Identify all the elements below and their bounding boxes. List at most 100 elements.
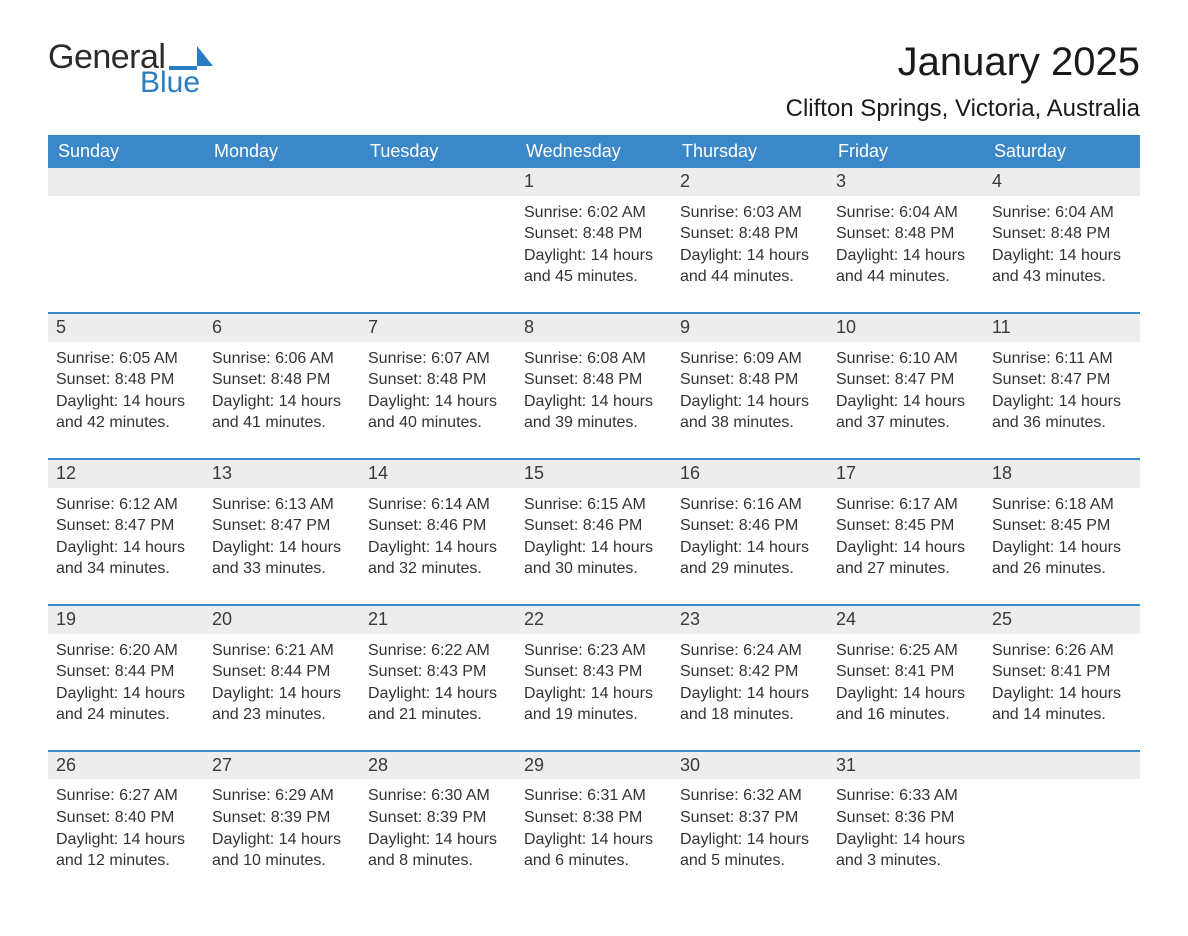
location-subtitle: Clifton Springs, Victoria, Australia	[786, 95, 1140, 123]
day-number: 24	[828, 606, 984, 634]
day-number: 27	[204, 752, 360, 780]
sunset-text: Sunset: 8:48 PM	[524, 223, 664, 245]
day2-text: and 3 minutes.	[836, 850, 976, 872]
day-details: Sunrise: 6:31 AMSunset: 8:38 PMDaylight:…	[516, 779, 672, 871]
sunrise-text: Sunrise: 6:29 AM	[212, 785, 352, 807]
sunset-text: Sunset: 8:42 PM	[680, 661, 820, 683]
sunrise-text: Sunrise: 6:12 AM	[56, 494, 196, 516]
sunset-text: Sunset: 8:48 PM	[56, 369, 196, 391]
sunset-text: Sunset: 8:39 PM	[368, 807, 508, 829]
sunrise-text: Sunrise: 6:30 AM	[368, 785, 508, 807]
day2-text: and 32 minutes.	[368, 558, 508, 580]
day-number: 2	[672, 168, 828, 196]
day1-text: Daylight: 14 hours	[524, 829, 664, 851]
day-number: 18	[984, 460, 1140, 488]
calendar-day-cell: 14Sunrise: 6:14 AMSunset: 8:46 PMDayligh…	[360, 459, 516, 605]
sunset-text: Sunset: 8:45 PM	[992, 515, 1132, 537]
day-number: 14	[360, 460, 516, 488]
calendar-day-cell	[204, 168, 360, 313]
day-details: Sunrise: 6:16 AMSunset: 8:46 PMDaylight:…	[672, 488, 828, 580]
calendar-day-cell: 22Sunrise: 6:23 AMSunset: 8:43 PMDayligh…	[516, 605, 672, 751]
day-details: Sunrise: 6:11 AMSunset: 8:47 PMDaylight:…	[984, 342, 1140, 434]
day1-text: Daylight: 14 hours	[680, 245, 820, 267]
sunset-text: Sunset: 8:40 PM	[56, 807, 196, 829]
calendar-day-cell: 15Sunrise: 6:15 AMSunset: 8:46 PMDayligh…	[516, 459, 672, 605]
sunrise-text: Sunrise: 6:14 AM	[368, 494, 508, 516]
day-number: 26	[48, 752, 204, 780]
day-number: 9	[672, 314, 828, 342]
calendar-week-row: 5Sunrise: 6:05 AMSunset: 8:48 PMDaylight…	[48, 313, 1140, 459]
day-number: 30	[672, 752, 828, 780]
day2-text: and 33 minutes.	[212, 558, 352, 580]
sunrise-text: Sunrise: 6:08 AM	[524, 348, 664, 370]
sunrise-text: Sunrise: 6:25 AM	[836, 640, 976, 662]
day-details: Sunrise: 6:24 AMSunset: 8:42 PMDaylight:…	[672, 634, 828, 726]
sunset-text: Sunset: 8:48 PM	[992, 223, 1132, 245]
weekday-header: Wednesday	[516, 135, 672, 168]
sunset-text: Sunset: 8:44 PM	[212, 661, 352, 683]
day-number: 19	[48, 606, 204, 634]
sunset-text: Sunset: 8:36 PM	[836, 807, 976, 829]
sunset-text: Sunset: 8:44 PM	[56, 661, 196, 683]
day-details: Sunrise: 6:07 AMSunset: 8:48 PMDaylight:…	[360, 342, 516, 434]
day2-text: and 26 minutes.	[992, 558, 1132, 580]
sunset-text: Sunset: 8:41 PM	[836, 661, 976, 683]
day1-text: Daylight: 14 hours	[836, 683, 976, 705]
day-number: 3	[828, 168, 984, 196]
calendar-day-cell: 30Sunrise: 6:32 AMSunset: 8:37 PMDayligh…	[672, 751, 828, 896]
sunset-text: Sunset: 8:47 PM	[56, 515, 196, 537]
day-details: Sunrise: 6:05 AMSunset: 8:48 PMDaylight:…	[48, 342, 204, 434]
day-number: 25	[984, 606, 1140, 634]
day-number: 31	[828, 752, 984, 780]
day-details: Sunrise: 6:17 AMSunset: 8:45 PMDaylight:…	[828, 488, 984, 580]
calendar-day-cell: 26Sunrise: 6:27 AMSunset: 8:40 PMDayligh…	[48, 751, 204, 896]
day-number: 8	[516, 314, 672, 342]
calendar-day-cell	[984, 751, 1140, 896]
sunrise-text: Sunrise: 6:05 AM	[56, 348, 196, 370]
brand-logo: General Blue	[48, 40, 213, 98]
calendar-week-row: 19Sunrise: 6:20 AMSunset: 8:44 PMDayligh…	[48, 605, 1140, 751]
day2-text: and 38 minutes.	[680, 412, 820, 434]
sunset-text: Sunset: 8:47 PM	[992, 369, 1132, 391]
sunset-text: Sunset: 8:48 PM	[524, 369, 664, 391]
day-details: Sunrise: 6:21 AMSunset: 8:44 PMDaylight:…	[204, 634, 360, 726]
day1-text: Daylight: 14 hours	[368, 683, 508, 705]
day2-text: and 39 minutes.	[524, 412, 664, 434]
day-details: Sunrise: 6:04 AMSunset: 8:48 PMDaylight:…	[984, 196, 1140, 288]
day-details: Sunrise: 6:22 AMSunset: 8:43 PMDaylight:…	[360, 634, 516, 726]
day1-text: Daylight: 14 hours	[680, 829, 820, 851]
day1-text: Daylight: 14 hours	[836, 829, 976, 851]
day-details: Sunrise: 6:12 AMSunset: 8:47 PMDaylight:…	[48, 488, 204, 580]
day-number: 15	[516, 460, 672, 488]
weekday-header: Friday	[828, 135, 984, 168]
calendar-day-cell: 18Sunrise: 6:18 AMSunset: 8:45 PMDayligh…	[984, 459, 1140, 605]
day-number	[204, 168, 360, 196]
sunrise-text: Sunrise: 6:17 AM	[836, 494, 976, 516]
day-number	[360, 168, 516, 196]
calendar-day-cell: 23Sunrise: 6:24 AMSunset: 8:42 PMDayligh…	[672, 605, 828, 751]
calendar-day-cell: 16Sunrise: 6:16 AMSunset: 8:46 PMDayligh…	[672, 459, 828, 605]
weekday-header: Thursday	[672, 135, 828, 168]
day2-text: and 36 minutes.	[992, 412, 1132, 434]
sunrise-text: Sunrise: 6:02 AM	[524, 202, 664, 224]
day-number: 21	[360, 606, 516, 634]
sunrise-text: Sunrise: 6:31 AM	[524, 785, 664, 807]
day2-text: and 24 minutes.	[56, 704, 196, 726]
sunset-text: Sunset: 8:48 PM	[680, 369, 820, 391]
day-details: Sunrise: 6:14 AMSunset: 8:46 PMDaylight:…	[360, 488, 516, 580]
day-number: 11	[984, 314, 1140, 342]
calendar-day-cell	[48, 168, 204, 313]
page-title: January 2025	[786, 40, 1140, 85]
calendar-day-cell: 27Sunrise: 6:29 AMSunset: 8:39 PMDayligh…	[204, 751, 360, 896]
calendar-day-cell: 17Sunrise: 6:17 AMSunset: 8:45 PMDayligh…	[828, 459, 984, 605]
day2-text: and 5 minutes.	[680, 850, 820, 872]
sunrise-text: Sunrise: 6:24 AM	[680, 640, 820, 662]
sunrise-text: Sunrise: 6:06 AM	[212, 348, 352, 370]
day1-text: Daylight: 14 hours	[524, 683, 664, 705]
day-number: 29	[516, 752, 672, 780]
day2-text: and 12 minutes.	[56, 850, 196, 872]
sunset-text: Sunset: 8:46 PM	[368, 515, 508, 537]
day1-text: Daylight: 14 hours	[212, 391, 352, 413]
calendar-day-cell: 11Sunrise: 6:11 AMSunset: 8:47 PMDayligh…	[984, 313, 1140, 459]
day2-text: and 14 minutes.	[992, 704, 1132, 726]
